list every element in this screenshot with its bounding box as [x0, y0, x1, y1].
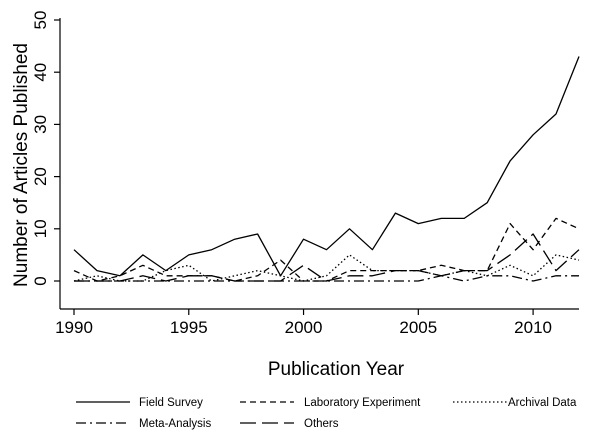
y-tick-label: 50: [31, 11, 50, 30]
legend-label: Meta-Analysis: [139, 418, 211, 430]
y-ticks: 0 10 20 30 40 50: [31, 11, 60, 286]
series-line-others: [74, 233, 580, 282]
y-tick-label: 0: [31, 276, 50, 285]
y-tick-label: 10: [31, 219, 50, 238]
y-tick-label: 20: [31, 167, 50, 186]
x-tick-label: 2010: [514, 318, 552, 337]
series-line-meta-analysis: [74, 275, 579, 282]
legend: Field Survey Laboratory Experiment Archiva…: [76, 397, 577, 430]
series-line-archival-data: [73, 254, 580, 282]
x-tick-label: 2000: [285, 318, 323, 337]
legend-label: Field Survey: [139, 397, 203, 409]
series-line-field-survey: [73, 56, 580, 277]
x-tick-label: 1990: [55, 318, 93, 337]
legend-label: Archival Data: [508, 397, 577, 409]
legend-label: Laboratory Experiment: [304, 397, 421, 409]
x-tick-label: 2005: [399, 318, 437, 337]
x-axis-title: Publication Year: [268, 359, 405, 380]
y-tick-label: 40: [31, 63, 50, 82]
y-axis-title: Number of Articles Published: [11, 43, 32, 287]
y-tick-label: 30: [31, 115, 50, 134]
plot-area: [73, 56, 580, 282]
x-ticks: 1990 1995 2000 2005 2010: [55, 309, 552, 337]
legend-label: Others: [304, 418, 339, 430]
x-tick-label: 1995: [170, 318, 208, 337]
